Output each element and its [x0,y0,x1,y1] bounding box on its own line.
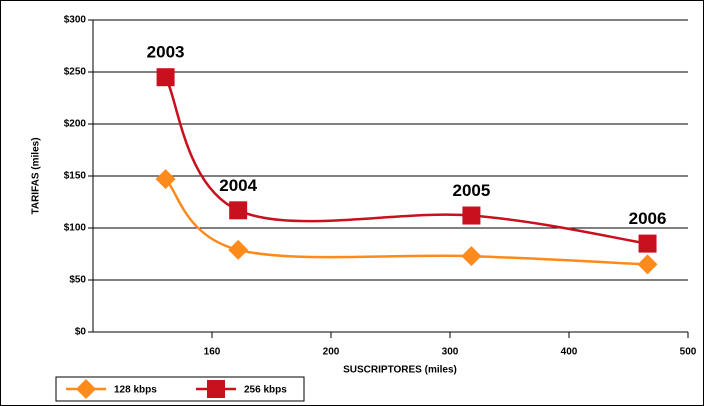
x-tick-label: 400 [561,347,578,358]
x-tick-label: 500 [680,347,697,358]
x-tick-label: 160 [204,347,221,358]
marker [461,246,482,267]
y-tick-label: $150 [64,171,87,182]
line [164,76,648,245]
annotation: 2006 [629,209,667,228]
marker [637,254,658,275]
legend-marker [207,380,225,398]
x-axis-label: SUSCRIPTORES (miles) [343,365,457,376]
legend-marker [76,379,96,399]
y-tick-label: $200 [64,119,87,130]
marker [155,169,176,190]
annotation: 2004 [219,176,257,195]
marker [462,206,481,225]
annotation: 2003 [147,43,185,62]
marker [229,201,248,220]
marker [638,234,657,253]
x-tick-label: 300 [442,347,459,358]
marker [228,239,249,260]
legend-label: 256 kbps [244,385,287,396]
y-tick-label: $50 [69,275,86,286]
annotation: 2005 [453,181,491,200]
legend-label: 128 kbps [114,385,157,396]
marker [156,68,175,87]
y-tick-label: $100 [64,223,87,234]
y-axis-label: TARIFAS (miles) [31,137,42,214]
y-tick-label: $250 [64,67,87,78]
line [164,178,648,266]
x-tick-label: 200 [323,347,340,358]
y-tick-label: $300 [64,15,87,26]
y-tick-label: $0 [75,327,87,338]
